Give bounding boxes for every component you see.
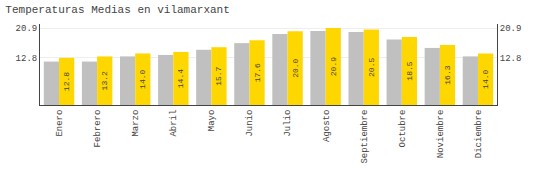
svg-text:20.9: 20.9 — [329, 57, 338, 76]
svg-text:18.5: 18.5 — [405, 61, 414, 80]
svg-text:Marzo: Marzo — [131, 110, 141, 137]
svg-text:17.6: 17.6 — [253, 63, 262, 82]
svg-text:12.8: 12.8 — [62, 72, 71, 91]
svg-text:16.3: 16.3 — [443, 65, 452, 84]
svg-text:15.7: 15.7 — [214, 66, 223, 85]
svg-text:12.8: 12.8 — [16, 54, 38, 64]
svg-text:13.2: 13.2 — [100, 71, 109, 90]
svg-text:14.4: 14.4 — [176, 69, 185, 88]
svg-text:Diciembre: Diciembre — [474, 110, 484, 159]
svg-text:Temperaturas Medias en vilamar: Temperaturas Medias en vilamarxant — [5, 4, 229, 16]
svg-text:Octubre: Octubre — [398, 110, 408, 148]
svg-text:20.0: 20.0 — [291, 58, 300, 77]
svg-text:Agosto: Agosto — [322, 110, 332, 142]
svg-text:20.9: 20.9 — [500, 24, 522, 34]
svg-text:Abril: Abril — [169, 110, 179, 137]
svg-text:Junio: Junio — [245, 110, 255, 137]
svg-text:14.0: 14.0 — [481, 70, 490, 89]
svg-text:Noviembre: Noviembre — [436, 110, 446, 159]
svg-text:14.0: 14.0 — [138, 70, 147, 89]
svg-text:Julio: Julio — [283, 110, 293, 137]
svg-text:20.9: 20.9 — [16, 24, 38, 34]
svg-text:12.8: 12.8 — [500, 54, 522, 64]
svg-text:Mayo: Mayo — [207, 110, 217, 132]
svg-text:Enero: Enero — [55, 110, 65, 137]
svg-text:20.5: 20.5 — [367, 58, 376, 77]
svg-text:Febrero: Febrero — [93, 110, 103, 148]
svg-text:Septiembre: Septiembre — [360, 110, 370, 164]
